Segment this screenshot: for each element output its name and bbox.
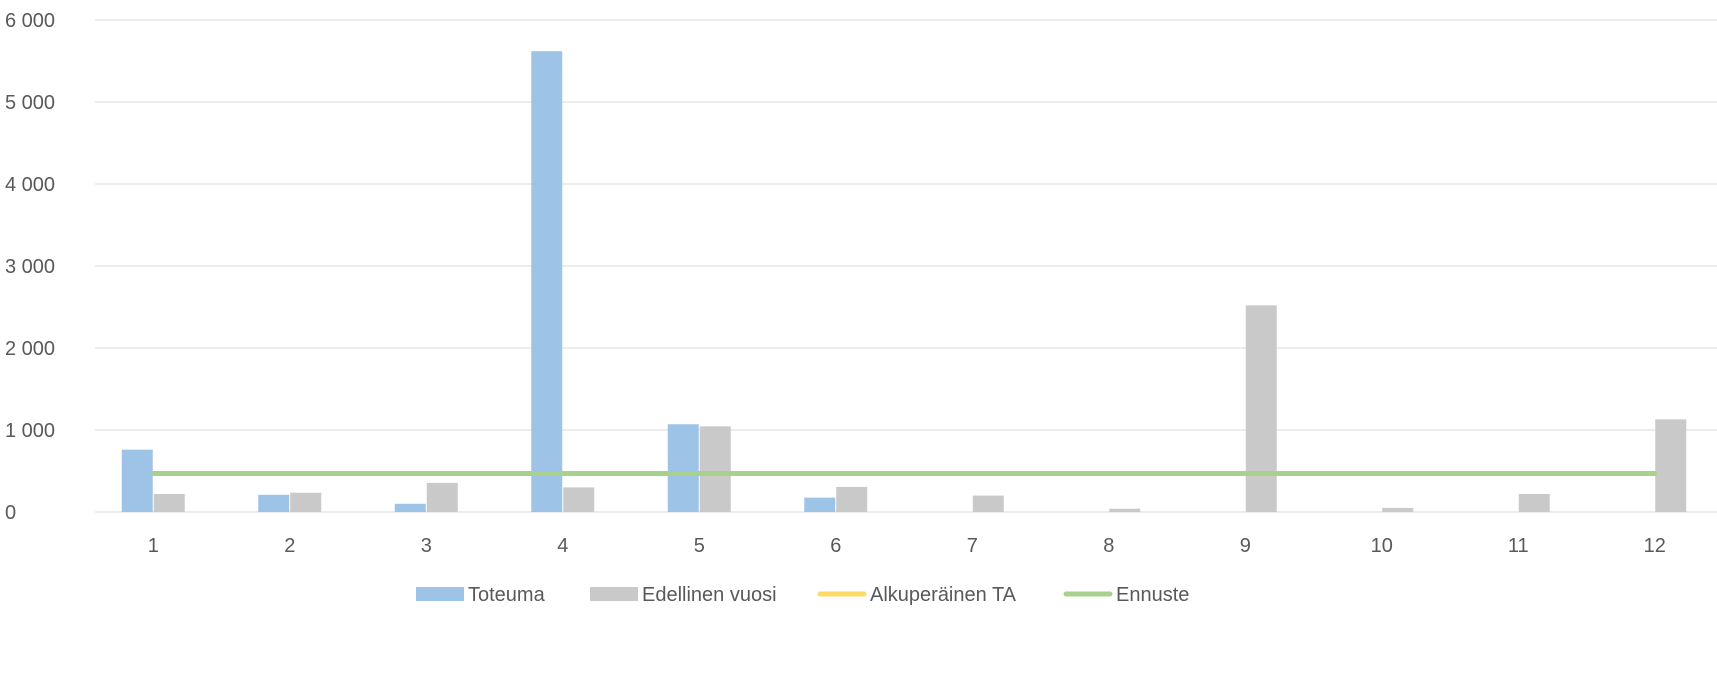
y-tick-label: 0 [5, 502, 16, 524]
bar-toteuma-1 [121, 449, 153, 512]
bar-toteuma-5 [667, 424, 699, 512]
legend-label: Ennuste [1116, 584, 1189, 606]
x-tick-label: 9 [1240, 535, 1251, 557]
gridlines [95, 19, 1717, 513]
bar-edellinen-vuosi-5 [699, 426, 731, 512]
bar-edellinen-vuosi-7 [972, 495, 1004, 512]
bar-edellinen-vuosi-3 [426, 482, 458, 512]
legend-item-ennuste: Ennuste [1063, 584, 1189, 606]
legend-item-edellinen-vuosi: Edellinen vuosi [590, 584, 777, 606]
x-tick-label: 3 [421, 535, 432, 557]
legend-label: Edellinen vuosi [642, 584, 777, 606]
bar-edellinen-vuosi-10 [1382, 507, 1414, 512]
x-tick-label: 7 [967, 535, 978, 557]
x-tick-label: 11 [1508, 535, 1529, 557]
bar-edellinen-vuosi-1 [153, 493, 185, 512]
legend-label: Alkuperäinen TA [870, 584, 1017, 606]
y-tick-label: 4 000 [5, 174, 55, 196]
x-tick-label: 6 [830, 535, 841, 557]
y-tick-label: 2 000 [5, 338, 55, 360]
bar-edellinen-vuosi-4 [563, 487, 595, 512]
legend-item-alkuper-inen-ta: Alkuperäinen TA [817, 584, 1017, 606]
bar-toteuma-4 [531, 51, 563, 512]
legend: Toteuma Edellinen vuosi Alkuperäinen TA Enn… [416, 584, 1189, 606]
x-tick-label: 8 [1103, 535, 1114, 557]
x-tick-label: 2 [284, 535, 295, 557]
y-axis-tick-labels: 0 1 000 2 000 3 000 4 000 5 000 6 000 [5, 10, 55, 524]
x-tick-label: 12 [1644, 535, 1666, 557]
x-tick-label: 10 [1371, 535, 1393, 557]
y-tick-label: 3 000 [5, 256, 55, 278]
bar-edellinen-vuosi-9 [1245, 305, 1277, 512]
legend-swatch [590, 587, 638, 601]
bar-toteuma-3 [394, 503, 426, 512]
y-tick-label: 1 000 [5, 420, 55, 442]
bars [121, 51, 1687, 512]
bar-edellinen-vuosi-2 [290, 492, 322, 512]
x-tick-label: 1 [148, 535, 159, 557]
bar-toteuma-2 [258, 494, 290, 512]
bar-edellinen-vuosi-11 [1518, 493, 1550, 512]
legend-swatch [416, 587, 464, 601]
x-axis-tick-labels: 1 2 3 4 5 6 7 8 9 10 11 12 [148, 535, 1666, 557]
bar-edellinen-vuosi-8 [1109, 508, 1141, 512]
x-tick-label: 5 [694, 535, 705, 557]
y-tick-label: 6 000 [5, 10, 55, 32]
x-tick-label: 4 [557, 535, 568, 557]
legend-item-toteuma: Toteuma [416, 584, 546, 606]
y-tick-label: 5 000 [5, 92, 55, 114]
bar-edellinen-vuosi-6 [836, 486, 868, 512]
bar-toteuma-6 [804, 497, 836, 512]
bar-edellinen-vuosi-12 [1655, 419, 1687, 512]
legend-label: Toteuma [468, 584, 546, 606]
